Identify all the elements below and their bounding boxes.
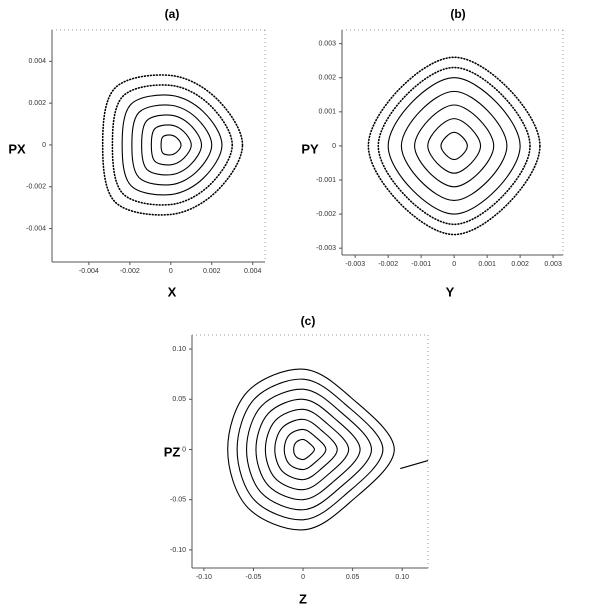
y-axis-label: PY xyxy=(301,141,319,156)
x-tick-label: -0.002 xyxy=(120,268,140,275)
x-tick-label: 0.002 xyxy=(203,268,221,275)
y-tick-label: 0.002 xyxy=(28,100,46,107)
orbit xyxy=(245,388,373,511)
orbit xyxy=(293,438,316,461)
x-tick-label: 0 xyxy=(301,574,305,581)
orbit xyxy=(121,94,223,196)
x-tick-label: 0.002 xyxy=(511,261,529,268)
y-tick-label: -0.002 xyxy=(26,184,46,191)
orbit xyxy=(427,118,482,174)
y-tick-label: 0.002 xyxy=(318,75,336,82)
y-tick-label: 0.003 xyxy=(318,40,336,47)
orbit xyxy=(400,90,508,202)
y-tick-label: -0.004 xyxy=(26,225,46,232)
y-tick-label: -0.10 xyxy=(170,547,186,554)
x-tick-label: -0.05 xyxy=(245,574,261,581)
orbit xyxy=(160,134,182,156)
x-tick-label: 0.10 xyxy=(395,574,409,581)
orbit xyxy=(264,408,350,491)
orbit xyxy=(236,378,384,521)
orbit xyxy=(367,56,541,236)
x-tick-label: 0.003 xyxy=(544,261,562,268)
y-tick-label: 0.001 xyxy=(318,109,336,116)
x-tick-label: 0 xyxy=(452,261,456,268)
x-tick-label: -0.002 xyxy=(378,261,398,268)
x-tick-label: -0.10 xyxy=(196,574,212,581)
panel: (c) Z PZ -0.10 -0.05 0 0.05 0.10 0.10 0.05 0 -0.05 -… xyxy=(164,314,429,606)
y-tick-label: -0.001 xyxy=(316,177,336,184)
y-tick-label: 0.10 xyxy=(172,346,186,353)
panel-title: (b) xyxy=(450,7,465,21)
orbit xyxy=(274,418,338,481)
orbit xyxy=(150,124,192,166)
panel-title: (c) xyxy=(301,314,316,328)
orbit xyxy=(141,114,203,176)
x-tick-label: -0.004 xyxy=(79,268,99,275)
x-axis-label: X xyxy=(168,284,177,299)
y-tick-label: 0 xyxy=(182,446,186,453)
x-tick-label: 0.004 xyxy=(244,268,262,275)
orbit xyxy=(101,74,244,216)
y-tick-label: 0 xyxy=(332,143,336,150)
panel-title: (a) xyxy=(165,7,180,21)
orbit xyxy=(111,84,234,206)
orbit xyxy=(227,368,395,531)
x-tick-label: -0.001 xyxy=(411,261,431,268)
orbit xyxy=(387,77,521,215)
y-tick-label: -0.05 xyxy=(170,497,186,504)
panel: (a) X PX -0.004 -0.002 0 0.002 0.004 0.004 0.002 0… xyxy=(8,7,266,299)
orbit xyxy=(400,460,429,470)
x-axis-label: Z xyxy=(299,591,307,606)
x-tick-label: -0.003 xyxy=(345,261,365,268)
x-tick-label: 0.05 xyxy=(346,574,360,581)
x-tick-label: 0.001 xyxy=(478,261,496,268)
y-axis-label: PX xyxy=(8,141,26,156)
y-tick-label: 0 xyxy=(42,142,46,149)
y-tick-label: -0.003 xyxy=(316,245,336,252)
orbit xyxy=(377,66,531,226)
panel: (b) Y PY -0.003 -0.002 -0.001 0 0.001 0.002 0.003… xyxy=(301,7,564,299)
orbit xyxy=(440,131,468,161)
y-tick-label: 0.004 xyxy=(28,58,46,65)
orbit xyxy=(131,104,213,186)
y-axis-label: PZ xyxy=(164,444,181,459)
x-tick-label: 0 xyxy=(169,268,173,275)
x-axis-label: Y xyxy=(446,284,455,299)
orbit xyxy=(283,428,327,471)
orbit xyxy=(414,104,495,188)
y-tick-label: 0.05 xyxy=(172,396,186,403)
y-tick-label: -0.002 xyxy=(316,211,336,218)
orbit xyxy=(255,398,361,501)
